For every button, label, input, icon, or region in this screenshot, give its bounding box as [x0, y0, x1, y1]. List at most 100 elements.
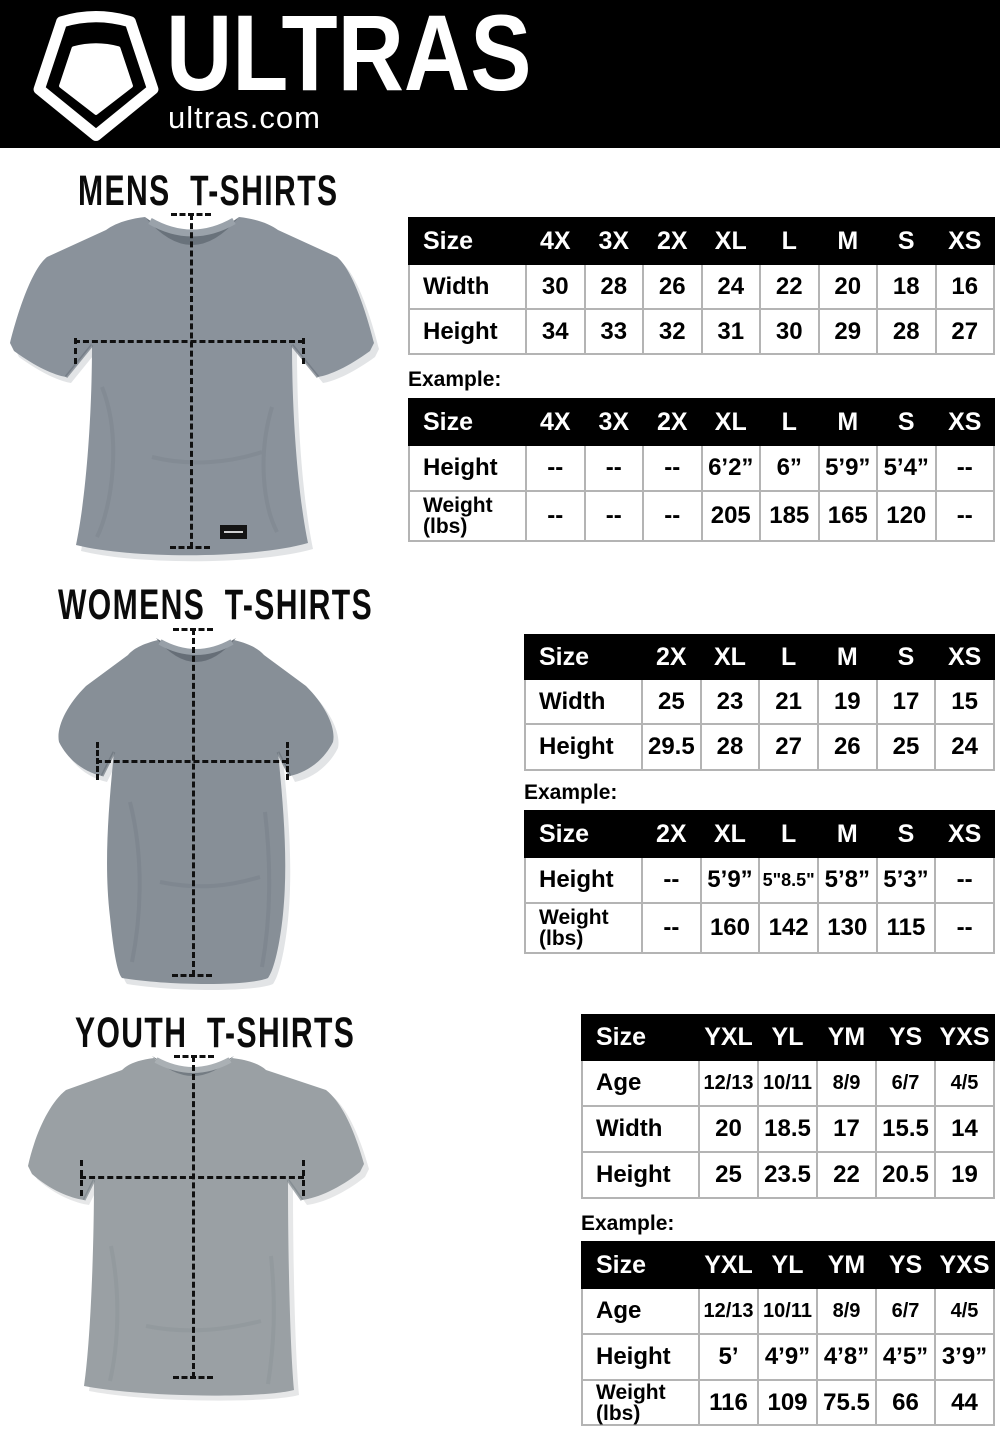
- value-cell: 205: [700, 490, 761, 542]
- womens-height-top-cap: [173, 628, 213, 631]
- value-cell: 4’5”: [875, 1333, 936, 1381]
- value-cell: 20: [817, 263, 878, 310]
- size-col-header: M: [817, 398, 878, 446]
- value-cell: 30: [525, 263, 586, 310]
- size-col-header: S: [876, 217, 937, 265]
- womens-height-bottom-cap: [172, 974, 212, 977]
- size-col-header: L: [758, 634, 819, 680]
- value-cell: 28: [583, 263, 644, 310]
- row-label: Height: [524, 723, 643, 771]
- size-col-header: YS: [875, 1014, 936, 1061]
- womens-example-table: Size 2X XL L M S XS Height -- 5’9” 5"8.5…: [524, 810, 995, 954]
- section-title-youth: YOUTH T-SHIRTS: [75, 1009, 356, 1057]
- youth-size-table: Size YXL YL YM YS YXS Age 12/13 10/11 8/…: [581, 1014, 995, 1199]
- value-cell: --: [641, 902, 702, 954]
- value-cell: 8/9: [816, 1287, 877, 1335]
- value-cell: 19: [934, 1151, 995, 1199]
- row-label: Width: [408, 263, 527, 310]
- size-col-header: XS: [934, 217, 995, 265]
- mens-width-measure-line: [74, 340, 304, 343]
- size-col-header: XL: [699, 634, 761, 680]
- value-cell: 18.5: [757, 1105, 818, 1153]
- size-col-header: YXS: [934, 1241, 995, 1289]
- row-label: Weight (lbs): [524, 902, 643, 954]
- size-col-header: Size: [408, 398, 527, 446]
- value-cell: --: [525, 490, 586, 542]
- size-col-header: XL: [700, 217, 761, 265]
- value-cell: 25: [698, 1151, 759, 1199]
- size-col-header: XL: [699, 810, 761, 858]
- value-cell: 24: [700, 263, 761, 310]
- value-cell: 142: [758, 902, 819, 954]
- value-cell: 20: [698, 1105, 759, 1153]
- value-cell: 120: [876, 490, 937, 542]
- value-cell: 4/5: [934, 1059, 995, 1107]
- header-bar: ULTRAS ultras.com: [0, 0, 1000, 148]
- size-col-header: YS: [875, 1241, 936, 1289]
- size-col-header: XS: [934, 634, 995, 680]
- size-col-header: M: [817, 217, 878, 265]
- value-cell: 29: [817, 308, 878, 355]
- size-col-header: Size: [524, 810, 643, 858]
- row-label: Weight (lbs): [408, 490, 527, 542]
- size-col-header: YM: [816, 1241, 877, 1289]
- size-col-header: Size: [524, 634, 643, 680]
- value-cell: 4’8”: [816, 1333, 877, 1381]
- value-cell: 3’9”: [934, 1333, 995, 1381]
- size-col-header: 3X: [583, 217, 644, 265]
- size-col-header: YXS: [934, 1014, 995, 1061]
- size-col-header: L: [759, 217, 820, 265]
- value-cell: 27: [934, 308, 995, 355]
- value-cell: 34: [525, 308, 586, 355]
- value-cell: 12/13: [698, 1059, 759, 1107]
- womens-width-right-cap: [286, 742, 289, 780]
- value-cell: 10/11: [757, 1287, 818, 1335]
- row-label: Height: [524, 856, 643, 904]
- value-cell: 5’: [698, 1333, 759, 1381]
- size-col-header: Size: [408, 217, 527, 265]
- size-col-header: 4X: [525, 217, 586, 265]
- size-col-header: 4X: [525, 398, 586, 446]
- row-label: Age: [581, 1059, 700, 1107]
- youth-width-left-cap: [80, 1160, 83, 1196]
- size-col-header: L: [758, 810, 819, 858]
- youth-tshirt-image: [28, 1056, 369, 1401]
- size-col-header: Size: [581, 1241, 700, 1289]
- brand-wordmark: ULTRAS: [166, 0, 532, 113]
- size-col-header: 2X: [642, 398, 703, 446]
- value-cell: 31: [700, 308, 761, 355]
- size-col-header: XS: [934, 810, 995, 858]
- size-col-header: XS: [934, 398, 995, 446]
- value-cell: 116: [698, 1379, 759, 1426]
- value-cell: 18: [876, 263, 937, 310]
- youth-height-bottom-cap: [173, 1376, 213, 1379]
- womens-width-measure-line: [96, 760, 288, 763]
- value-cell: 17: [875, 678, 937, 725]
- row-label: Height: [581, 1333, 700, 1381]
- value-cell: --: [642, 444, 703, 492]
- value-cell: 5’3”: [875, 856, 937, 904]
- value-cell: 23.5: [757, 1151, 818, 1199]
- size-col-header: YL: [757, 1014, 818, 1061]
- row-label-line: Weight: [596, 1380, 666, 1404]
- value-cell: 130: [816, 902, 878, 954]
- youth-width-measure-line: [80, 1176, 304, 1179]
- size-col-header: M: [816, 810, 878, 858]
- value-cell: 25: [641, 678, 702, 725]
- size-col-header: YM: [816, 1014, 877, 1061]
- value-cell: --: [934, 856, 995, 904]
- size-col-header: YXL: [698, 1241, 759, 1289]
- youth-example-table: Size YXL YL YM YS YXS Age 12/13 10/11 8/…: [581, 1241, 995, 1426]
- value-cell: 27: [758, 723, 819, 771]
- size-col-header: YL: [757, 1241, 818, 1289]
- size-col-header: YXL: [698, 1014, 759, 1061]
- value-cell: 28: [699, 723, 761, 771]
- row-label: Height: [581, 1151, 700, 1199]
- value-cell: 185: [759, 490, 820, 542]
- value-cell: 28: [876, 308, 937, 355]
- value-cell: 5"8.5": [758, 856, 819, 904]
- value-cell: --: [934, 902, 995, 954]
- row-label-line: (lbs): [423, 515, 468, 538]
- example-label-youth: Example:: [581, 1212, 675, 1235]
